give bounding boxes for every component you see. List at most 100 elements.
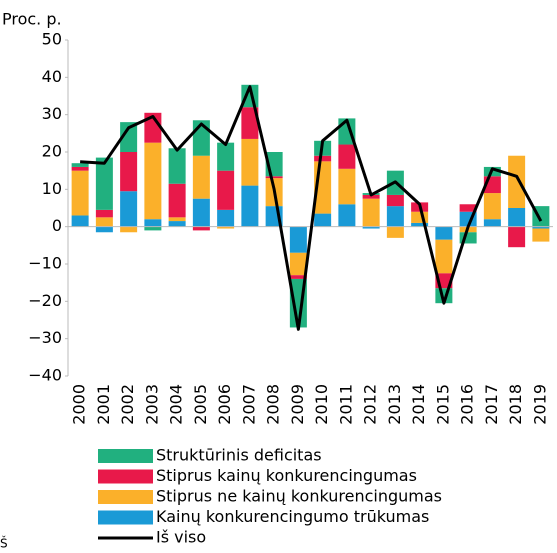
legend-swatch [98, 469, 153, 484]
bar [386, 226, 404, 238]
x-tick-label: 2008 [264, 384, 283, 425]
bar [289, 226, 307, 253]
bar [459, 232, 477, 244]
bar [217, 209, 235, 227]
bar [71, 163, 89, 167]
y-tick-label: −20 [28, 291, 62, 310]
bar [95, 157, 113, 210]
legend-label: Iš viso [156, 528, 206, 547]
x-tick-label: 2007 [239, 384, 258, 425]
bar [192, 198, 210, 227]
bar [144, 142, 162, 220]
legend-label: Stiprus ne kainų konkurencingumas [156, 487, 442, 506]
y-tick-label: 50 [42, 30, 62, 49]
bar [411, 222, 429, 227]
x-tick-label: 2018 [506, 384, 525, 425]
bar [411, 211, 429, 223]
bar [192, 226, 210, 231]
bar [314, 155, 332, 162]
x-tick-label: 2003 [142, 384, 161, 425]
x-tick-label: 2017 [482, 384, 501, 425]
bar [289, 252, 307, 276]
bar [120, 226, 138, 233]
bar [95, 209, 113, 218]
bar [265, 176, 283, 179]
bar [168, 217, 186, 222]
bar [289, 275, 307, 279]
bar [217, 226, 235, 229]
bar [95, 217, 113, 227]
y-tick-label: 0 [52, 216, 62, 235]
bar [386, 206, 404, 227]
y-tick-label: 40 [42, 67, 62, 86]
y-tick-label: 10 [42, 179, 62, 198]
bar [435, 226, 453, 240]
x-tick-label: 2010 [312, 384, 331, 425]
bar [120, 152, 138, 192]
y-axis-title: Proc. p. [2, 10, 62, 29]
bar [71, 215, 89, 227]
bar [338, 168, 356, 205]
bar [508, 208, 526, 227]
bar [362, 194, 380, 199]
bar [168, 183, 186, 218]
bar [362, 226, 380, 229]
bar [508, 155, 526, 208]
legend-label: Struktūrinis deficitas [156, 446, 322, 465]
x-tick-label: 2009 [288, 384, 307, 425]
x-tick-label: 2013 [385, 384, 404, 425]
bar [71, 170, 89, 216]
x-tick-label: 2011 [336, 384, 355, 425]
x-tick-label: 2016 [458, 384, 477, 425]
legend-swatch [98, 490, 153, 504]
bar [314, 213, 332, 227]
bar [386, 194, 404, 207]
bar [483, 219, 501, 227]
x-tick-label: 2006 [215, 384, 234, 425]
bar [217, 170, 235, 210]
bar [95, 226, 113, 233]
bar [338, 144, 356, 169]
bar [532, 228, 550, 242]
bar [362, 198, 380, 227]
bar [241, 107, 259, 139]
total-line [80, 85, 543, 331]
y-tick-label: −10 [28, 254, 62, 273]
bar [168, 221, 186, 227]
bar [459, 204, 477, 212]
bar [241, 185, 259, 227]
bar [338, 204, 356, 227]
x-tick-label: 2019 [530, 384, 549, 425]
bar [144, 226, 162, 231]
x-tick-label: 2004 [167, 384, 186, 425]
y-tick-label: −40 [28, 366, 62, 385]
bar [144, 219, 162, 227]
legend-swatch [98, 449, 153, 463]
y-tick-label: 30 [42, 104, 62, 123]
bar [120, 122, 138, 152]
x-tick-label: 2012 [361, 384, 380, 425]
x-tick-label: 2002 [118, 384, 137, 425]
bar [168, 148, 186, 184]
legend-swatch [98, 510, 153, 525]
y-tick-label: −30 [28, 328, 62, 347]
x-tick-label: 2005 [191, 384, 210, 425]
bar [241, 138, 259, 186]
bar [192, 155, 210, 199]
bar [120, 191, 138, 227]
bar [217, 142, 235, 171]
footnote: Š [0, 536, 8, 550]
bar [532, 226, 550, 229]
bar [71, 166, 89, 171]
bar [483, 193, 501, 220]
bar [435, 239, 453, 274]
x-tick-label: 2001 [94, 384, 113, 425]
x-tick-label: 2000 [70, 384, 89, 425]
bar [508, 226, 526, 248]
x-tick-label: 2015 [433, 384, 452, 425]
x-tick-label: 2014 [409, 384, 428, 425]
legend-label: Stiprus kainų konkurencingumas [156, 466, 417, 485]
legend-label: Kainų konkurencingumo trūkumas [156, 507, 429, 526]
y-tick-label: 20 [42, 142, 62, 161]
